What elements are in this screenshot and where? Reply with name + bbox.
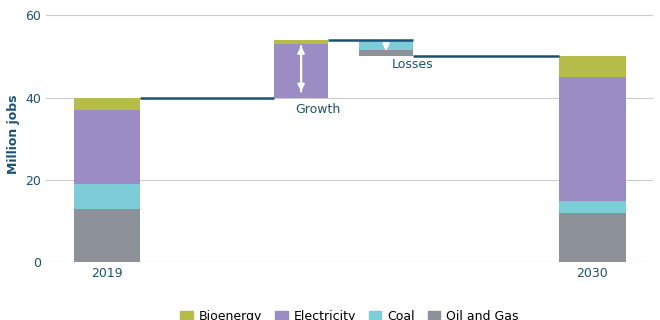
Bar: [559, 77, 626, 201]
Text: Growth: Growth: [295, 102, 341, 116]
Y-axis label: Million jobs: Million jobs: [7, 95, 20, 174]
Bar: [73, 209, 141, 262]
Bar: [359, 50, 413, 56]
Bar: [73, 98, 141, 110]
Bar: [274, 44, 329, 98]
Bar: [73, 184, 141, 209]
Bar: [73, 110, 141, 184]
Bar: [359, 40, 413, 50]
Bar: [559, 213, 626, 262]
Legend: Bioenergy, Electricity, Coal, Oil and Gas: Bioenergy, Electricity, Coal, Oil and Ga…: [176, 305, 524, 320]
Text: Losses: Losses: [392, 59, 434, 71]
Bar: [559, 56, 626, 77]
Bar: [559, 201, 626, 213]
Bar: [274, 40, 329, 44]
